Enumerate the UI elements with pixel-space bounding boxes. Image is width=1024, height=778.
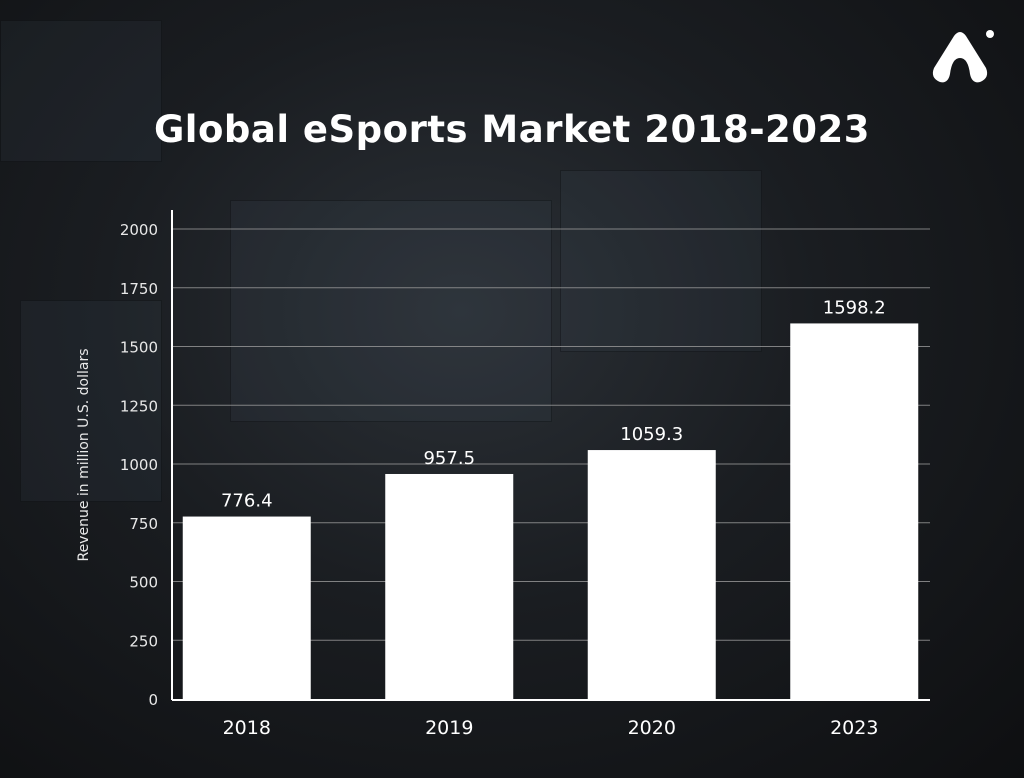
y-tick-label: 2000 [120, 221, 158, 239]
background-panel [230, 200, 552, 422]
data-label: 1598.2 [823, 297, 886, 318]
bar-2020 [587, 450, 716, 699]
data-label: 776.4 [221, 491, 273, 512]
y-tick-label: 250 [129, 632, 158, 650]
x-tick-label: 2020 [628, 717, 676, 739]
x-tick-label: 2019 [425, 717, 473, 739]
background-panel [0, 20, 162, 162]
background-panel [560, 170, 762, 352]
y-tick-label: 1750 [120, 280, 158, 298]
x-tick-label: 2018 [223, 717, 271, 739]
background-panel [20, 300, 162, 502]
x-tick-label: 2023 [830, 717, 878, 739]
y-tick-label: 0 [148, 691, 158, 709]
bar-2019 [385, 473, 514, 699]
data-label: 1059.3 [620, 424, 683, 445]
bar-2023 [790, 323, 919, 699]
y-tick-label: 1500 [120, 339, 158, 357]
y-tick-label: 1000 [120, 456, 158, 474]
y-tick-label: 500 [129, 574, 158, 592]
bar-2018 [182, 516, 311, 699]
data-label: 957.5 [423, 448, 475, 469]
brand-a-logo-icon [932, 30, 994, 83]
y-tick-label: 1250 [120, 397, 158, 415]
y-tick-label: 750 [129, 515, 158, 533]
chart-title: Global eSports Market 2018-2023 [153, 108, 871, 151]
